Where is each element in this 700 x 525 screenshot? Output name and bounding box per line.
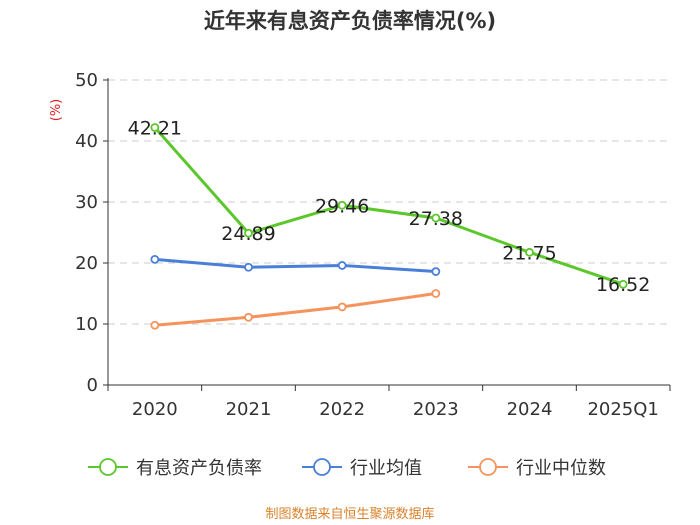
data-point[interactable] bbox=[337, 200, 347, 210]
legend[interactable]: 有息资产负债率 行业均值 行业中位数 bbox=[88, 458, 606, 479]
legend-label: 行业中位数 bbox=[516, 458, 606, 479]
data-point[interactable] bbox=[244, 312, 253, 322]
data-label: 16.52 bbox=[596, 274, 650, 296]
y-tick-label: 0 bbox=[87, 375, 98, 396]
data-label: 29.46 bbox=[315, 195, 369, 217]
data-point[interactable] bbox=[150, 123, 160, 132]
chart-title: 近年来有息资产负债率情况(%) bbox=[204, 9, 496, 33]
legend-swatch-marker bbox=[99, 458, 117, 476]
data-point[interactable] bbox=[431, 289, 441, 298]
x-tick-label: 2022 bbox=[319, 399, 365, 420]
legend-item-1[interactable]: 行业均值 bbox=[302, 458, 422, 479]
data-point[interactable] bbox=[431, 267, 441, 276]
data-point[interactable] bbox=[244, 228, 253, 238]
x-tick-label: 2021 bbox=[226, 399, 272, 420]
legend-label: 有息资产负债率 bbox=[136, 458, 262, 479]
y-axis-label: (%) bbox=[49, 99, 64, 122]
data-label: 42.21 bbox=[128, 118, 182, 140]
data-point[interactable] bbox=[150, 254, 160, 264]
y-tick-label: 30 bbox=[75, 192, 98, 213]
series-line-2 bbox=[153, 292, 438, 327]
data-labels: 42.21 24.89 29.46 27.38 21.75 16.52 bbox=[128, 118, 651, 297]
x-tick-label: 2023 bbox=[413, 399, 459, 420]
y-tick-label: 10 bbox=[75, 314, 98, 335]
legend-label: 行业均值 bbox=[350, 458, 422, 479]
data-point[interactable] bbox=[525, 247, 534, 257]
data-point[interactable] bbox=[337, 302, 347, 312]
data-point[interactable] bbox=[431, 213, 441, 223]
y-tick-label: 50 bbox=[75, 70, 98, 91]
legend-item-2[interactable]: 行业中位数 bbox=[468, 458, 606, 479]
data-point[interactable] bbox=[244, 262, 253, 272]
x-tick-label: 2025Q1 bbox=[587, 399, 658, 420]
data-label: 21.75 bbox=[502, 242, 556, 264]
data-point[interactable] bbox=[337, 261, 347, 270]
legend-swatch-marker bbox=[479, 458, 497, 476]
legend-swatch-marker bbox=[313, 458, 331, 476]
x-tick-label: 2024 bbox=[507, 399, 553, 420]
y-tick-label: 20 bbox=[75, 253, 98, 274]
series-line-0 bbox=[153, 126, 625, 286]
data-label: 24.89 bbox=[221, 223, 275, 245]
data-point[interactable] bbox=[618, 279, 628, 289]
axes: 0 10 20 30 40 50 2020 2021 2022 2023 2024 2025Q1 bbox=[75, 70, 671, 420]
series-line-1 bbox=[153, 257, 438, 274]
x-tick-label: 2020 bbox=[132, 399, 178, 420]
data-label: 27.38 bbox=[409, 208, 463, 230]
data-point[interactable] bbox=[150, 320, 160, 330]
y-tick-label: 40 bbox=[75, 131, 98, 152]
legend-item-0[interactable]: 有息资产负债率 bbox=[88, 458, 262, 479]
source-note: 制图数据来自恒生聚源数据库 bbox=[265, 506, 434, 522]
series-layer bbox=[150, 123, 628, 330]
grid bbox=[108, 79, 670, 325]
